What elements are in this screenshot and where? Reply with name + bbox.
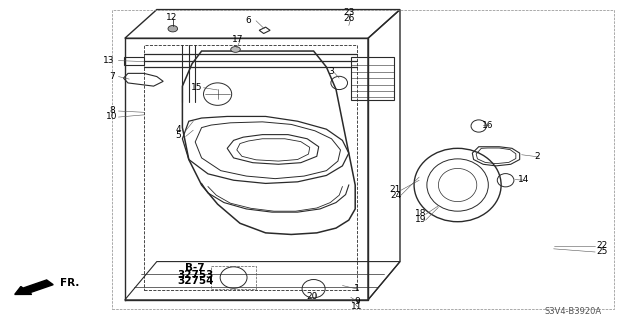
- Ellipse shape: [230, 47, 241, 52]
- Text: 8: 8: [109, 106, 115, 115]
- Text: 20: 20: [307, 292, 318, 300]
- Text: 9: 9: [355, 297, 360, 306]
- Text: 3: 3: [329, 67, 334, 76]
- Text: 17: 17: [232, 35, 244, 44]
- Text: 21: 21: [390, 185, 401, 194]
- Text: 24: 24: [390, 191, 401, 200]
- Text: 23: 23: [343, 8, 355, 17]
- Text: 12: 12: [166, 13, 177, 22]
- Text: 13: 13: [103, 56, 115, 65]
- Text: B-7: B-7: [186, 263, 205, 273]
- Text: 18: 18: [415, 209, 427, 218]
- Text: 19: 19: [415, 215, 427, 224]
- Text: 5: 5: [175, 131, 180, 140]
- Text: 32753: 32753: [177, 270, 213, 280]
- Text: 15: 15: [191, 83, 203, 92]
- Text: S3V4-B3920A: S3V4-B3920A: [544, 307, 602, 315]
- Text: 2: 2: [535, 152, 540, 161]
- Text: 22: 22: [596, 241, 607, 250]
- Text: 32754: 32754: [177, 276, 214, 286]
- Text: 4: 4: [175, 125, 180, 134]
- Text: 25: 25: [596, 247, 607, 256]
- FancyArrow shape: [15, 280, 53, 294]
- Ellipse shape: [168, 26, 178, 32]
- Text: 16: 16: [482, 121, 493, 130]
- Text: 6: 6: [246, 16, 251, 25]
- Bar: [124, 57, 144, 65]
- Text: 11: 11: [351, 302, 363, 311]
- Text: 1: 1: [355, 284, 360, 293]
- Text: 7: 7: [109, 72, 115, 81]
- Text: 26: 26: [343, 14, 355, 23]
- Text: 10: 10: [106, 112, 118, 121]
- Text: 14: 14: [518, 175, 529, 184]
- Text: FR.: FR.: [60, 278, 79, 288]
